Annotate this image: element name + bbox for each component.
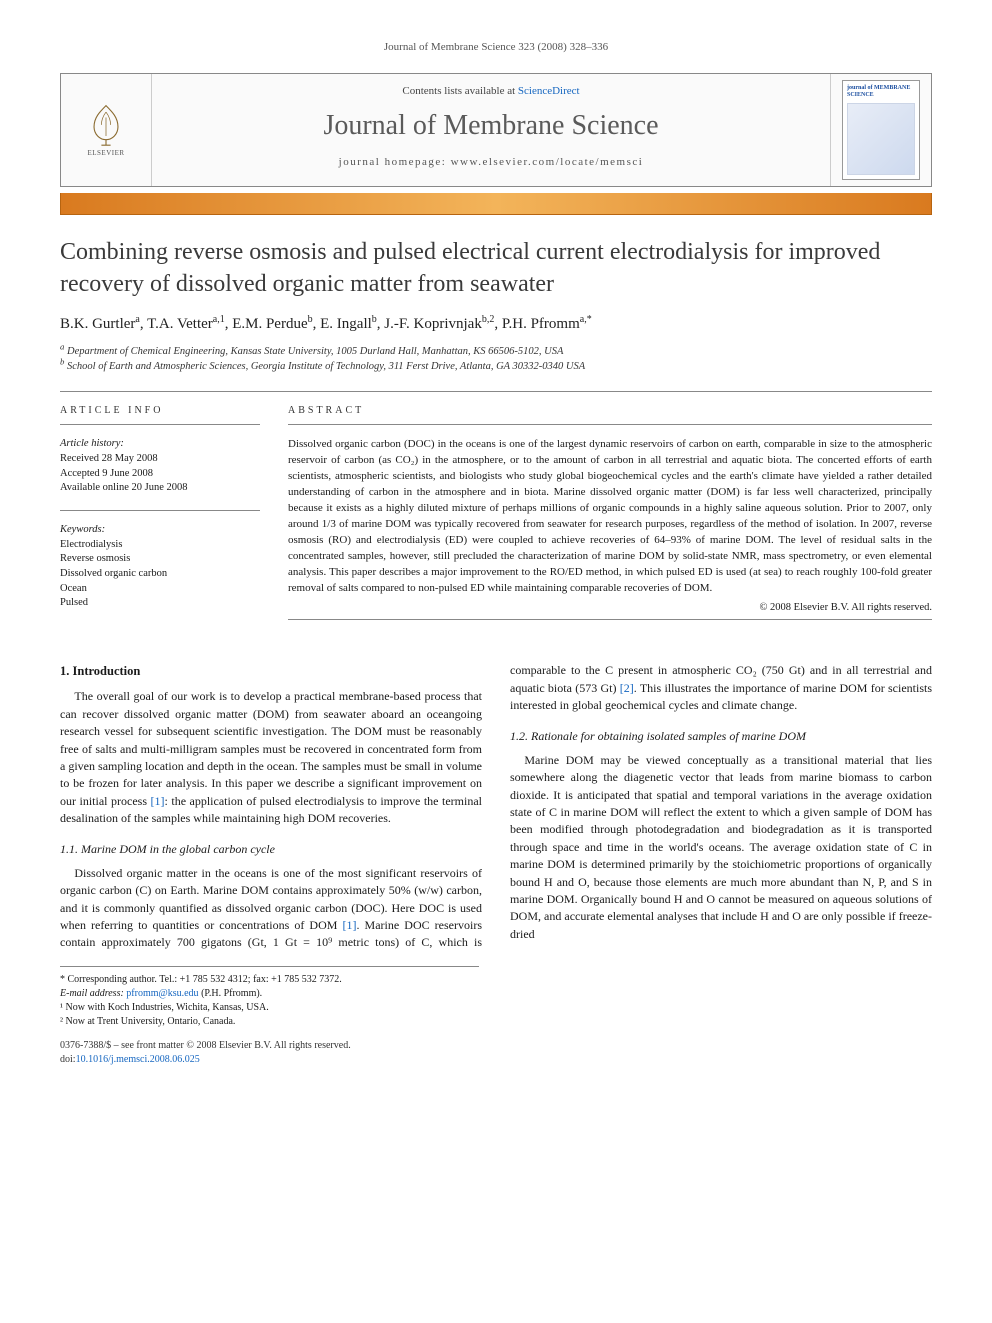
abstract-rule-bottom <box>288 619 932 620</box>
abstract-rule <box>288 424 932 425</box>
history-accepted: Accepted 9 June 2008 <box>60 467 260 482</box>
cite-link[interactable]: [1] <box>151 794 165 808</box>
abstract-body: Dissolved organic carbon (DOC) in the oc… <box>288 437 932 596</box>
keyword: Dissolved organic carbon <box>60 567 260 582</box>
footnotes: * Corresponding author. Tel.: +1 785 532… <box>60 966 479 1029</box>
sciencedirect-link[interactable]: ScienceDirect <box>518 85 580 97</box>
article-info-head: ARTICLE INFO <box>60 404 260 418</box>
affiliation-b: b School of Earth and Atmospheric Scienc… <box>60 360 932 375</box>
homepage-line: journal homepage: www.elsevier.com/locat… <box>160 155 822 170</box>
journal-title: Journal of Membrane Science <box>160 106 822 145</box>
elsevier-tree-icon <box>83 101 129 147</box>
keyword: Pulsed <box>60 596 260 611</box>
section-1-2-para: Marine DOM may be viewed conceptually as… <box>510 752 932 943</box>
footer: 0376-7388/$ – see front matter © 2008 El… <box>60 1039 479 1067</box>
abstract-copyright: © 2008 Elsevier B.V. All rights reserved… <box>288 601 932 616</box>
info-rule-1 <box>60 424 260 425</box>
front-matter-line: 0376-7388/$ – see front matter © 2008 El… <box>60 1039 479 1053</box>
running-head: Journal of Membrane Science 323 (2008) 3… <box>60 40 932 55</box>
corresponding-author: * Corresponding author. Tel.: +1 785 532… <box>60 973 479 987</box>
history-head: Article history: <box>60 437 260 452</box>
publisher-logo-cell: ELSEVIER <box>61 74 151 186</box>
orange-divider <box>60 193 932 215</box>
info-rule-2 <box>60 510 260 511</box>
affiliation-a: a Department of Chemical Engineering, Ka… <box>60 345 932 360</box>
masthead: ELSEVIER Contents lists available at Sci… <box>60 73 932 187</box>
doi-link[interactable]: 10.1016/j.memsci.2008.06.025 <box>76 1054 200 1065</box>
journal-cover-thumb: journal of MEMBRANE SCIENCE <box>842 80 920 180</box>
footnote-2: ² Now at Trent University, Ontario, Cana… <box>60 1015 479 1029</box>
email-line: E-mail address: pfromm@ksu.edu (P.H. Pfr… <box>60 987 479 1001</box>
abstract: ABSTRACT Dissolved organic carbon (DOC) … <box>288 404 932 632</box>
elsevier-logo: ELSEVIER <box>71 95 141 165</box>
homepage-url: www.elsevier.com/locate/memsci <box>451 156 644 168</box>
cover-title: journal of MEMBRANE SCIENCE <box>847 85 915 98</box>
keyword: Electrodialysis <box>60 538 260 553</box>
body-columns: 1. Introduction The overall goal of our … <box>60 662 932 952</box>
section-1-1-head: 1.1. Marine DOM in the global carbon cyc… <box>60 841 482 858</box>
publisher-name: ELSEVIER <box>87 149 124 159</box>
affiliations: a Department of Chemical Engineering, Ka… <box>60 345 932 375</box>
section-1-2-head: 1.2. Rationale for obtaining isolated sa… <box>510 728 932 745</box>
contents-line: Contents lists available at ScienceDirec… <box>160 84 822 99</box>
cite-link[interactable]: [1] <box>342 918 356 932</box>
rule-top <box>60 391 932 392</box>
keyword: Ocean <box>60 582 260 597</box>
contents-prefix: Contents lists available at <box>402 85 517 97</box>
email-link[interactable]: pfromm@ksu.edu <box>126 988 198 999</box>
homepage-prefix: journal homepage: <box>339 156 451 168</box>
keywords-head: Keywords: <box>60 523 260 538</box>
footnote-1: ¹ Now with Koch Industries, Wichita, Kan… <box>60 1001 479 1015</box>
history-online: Available online 20 June 2008 <box>60 481 260 496</box>
cite-link[interactable]: [2] <box>620 681 634 695</box>
keyword: Reverse osmosis <box>60 552 260 567</box>
cover-image-placeholder <box>847 103 915 176</box>
section-1-head: 1. Introduction <box>60 662 482 680</box>
article-title: Combining reverse osmosis and pulsed ele… <box>60 237 932 299</box>
article-info: ARTICLE INFO Article history: Received 2… <box>60 404 260 632</box>
doi-line: doi:10.1016/j.memsci.2008.06.025 <box>60 1053 479 1067</box>
history-received: Received 28 May 2008 <box>60 452 260 467</box>
authors: B.K. Gurtlera, T.A. Vettera,1, E.M. Perd… <box>60 314 932 335</box>
abstract-head: ABSTRACT <box>288 404 932 418</box>
section-1-para: The overall goal of our work is to devel… <box>60 688 482 827</box>
